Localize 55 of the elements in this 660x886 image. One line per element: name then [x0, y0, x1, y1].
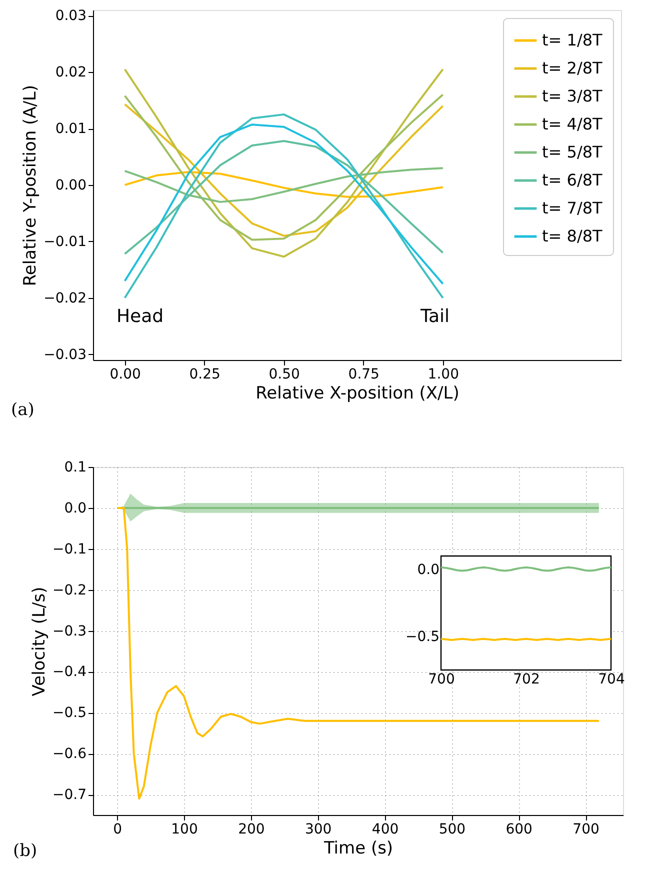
y-tick-label: −0.2: [52, 582, 86, 598]
x-tick-label: 1.00: [428, 366, 459, 382]
legend-label: t= 8/8T: [542, 226, 603, 246]
x-tick-label: 702: [513, 672, 540, 688]
legend-label: t= 6/8T: [542, 170, 603, 190]
y-tick-label: −0.5: [52, 705, 86, 722]
y-tick-label: −0.03: [44, 346, 86, 363]
legend-label: t= 5/8T: [542, 142, 603, 162]
line-series: [124, 140, 444, 255]
line-series: [116, 506, 600, 800]
text: (b): [13, 841, 38, 861]
y-tick-label: 0.02: [55, 64, 86, 81]
legend-label: t= 3/8T: [542, 86, 603, 106]
x-tick-label: 700: [428, 672, 455, 688]
y-tick-label: −0.5: [406, 628, 440, 645]
line-series: [124, 68, 444, 258]
y-tick-label: −0.7: [52, 787, 86, 804]
x-tick-label: 700: [572, 822, 600, 838]
y-tick-label: −0.4: [52, 664, 87, 680]
y-tick-label: 0.03: [55, 8, 86, 24]
x-tick-label: 200: [238, 822, 265, 838]
y-tick-label: 0.0: [417, 562, 440, 578]
annotation: Tail: [419, 306, 450, 327]
x-tick-label: 0.00: [110, 366, 141, 382]
x-tick-label: 600: [506, 822, 532, 838]
y-axis-title: Relative Y-position (A/L): [20, 84, 41, 286]
legend-label: t= 2/8T: [542, 58, 603, 78]
x-tick-label: 0.25: [189, 366, 220, 382]
x-tick-label: 400: [372, 822, 399, 838]
y-tick-label: 0.01: [55, 121, 86, 138]
x-tick-label: 500: [438, 822, 466, 838]
x-tick-label: 300: [304, 822, 332, 838]
y-tick-label: 0.00: [55, 178, 86, 194]
y-tick-label: −0.6: [52, 746, 87, 762]
x-axis-title: Relative X-position (X/L): [256, 384, 460, 404]
x-tick-label: 0.50: [268, 366, 300, 382]
y-tick-label: −0.02: [44, 290, 86, 306]
text: (a): [11, 400, 34, 420]
x-axis-title: Time (s): [322, 838, 394, 858]
legend-label: t= 1/8T: [542, 30, 603, 50]
legend-label: t= 7/8T: [542, 198, 603, 218]
annotation: Head: [116, 306, 164, 327]
line-series: [124, 167, 444, 203]
y-tick-label: −0.3: [52, 623, 86, 640]
y-axis-title: Velocity (L/s): [30, 586, 50, 696]
y-tick-label: −0.1: [52, 541, 86, 558]
y-tick-label: 0.0: [64, 500, 86, 516]
y-tick-label: 0.1: [64, 460, 86, 476]
line-series: [124, 171, 444, 198]
x-tick-label: 100: [171, 822, 198, 838]
y-tick-label: −0.01: [44, 234, 86, 250]
legend-label: t= 4/8T: [542, 114, 603, 134]
x-tick-label: 0.75: [348, 366, 380, 382]
x-tick-label: 704: [598, 672, 625, 688]
x-tick-label: 0: [113, 822, 122, 838]
